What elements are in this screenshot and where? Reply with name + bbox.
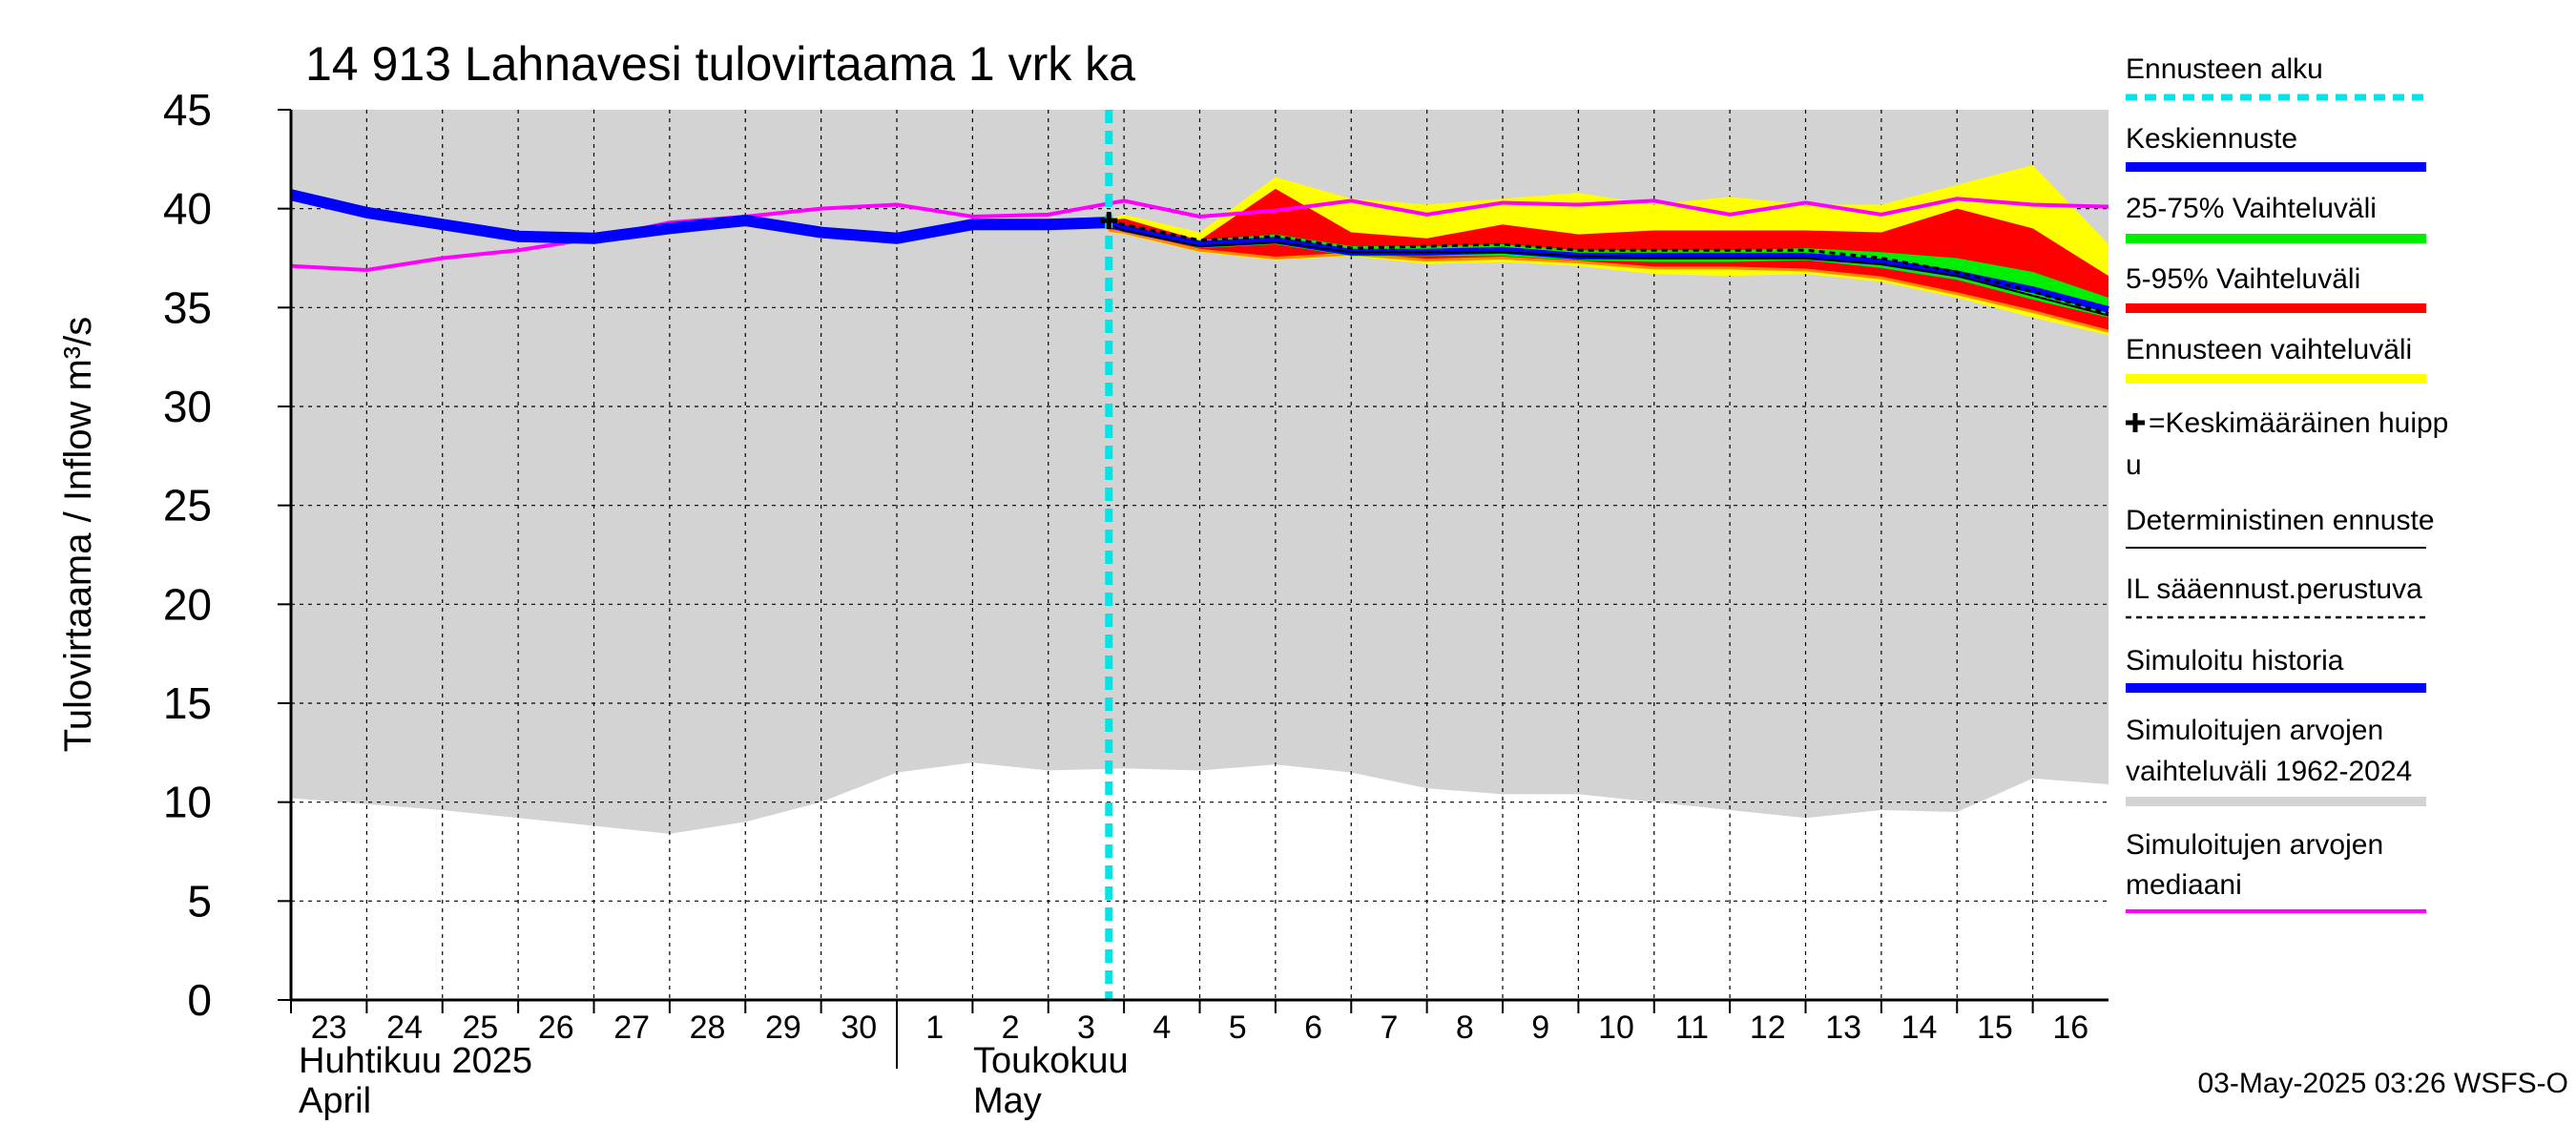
month-label-fi: Toukokuu	[973, 1041, 1129, 1081]
legend-item: Keskiennuste	[2126, 123, 2426, 172]
timestamp-footer: 03-May-2025 03:26 WSFS-O	[2198, 1068, 2569, 1099]
legend-label: 5-95% Vaihteluväli	[2126, 263, 2360, 295]
x-tick-label: 25	[463, 1010, 499, 1046]
y-tick-label: 30	[163, 382, 212, 431]
month-label-en: April	[299, 1081, 371, 1121]
legend-item: 5-95% Vaihteluväli	[2126, 263, 2426, 313]
x-tick-label: 7	[1380, 1010, 1398, 1046]
x-tick-label: 13	[1825, 1010, 1861, 1046]
x-tick-label: 1	[925, 1010, 944, 1046]
legend-item: IL sääennust.perustuva	[2126, 573, 2426, 619]
legend-label: Keskiennuste	[2126, 123, 2297, 155]
legend-label-line2: mediaani	[2126, 869, 2242, 901]
y-tick-label: 10	[163, 778, 212, 827]
deterministic-line	[1108, 223, 2109, 317]
legend-label: Ennusteen vaihteluväli	[2126, 334, 2412, 365]
legend-item: Deterministinen ennuste	[2126, 505, 2435, 549]
mean-peak-marker	[1100, 212, 1118, 230]
plot-area	[289, 110, 2109, 1000]
legend-item: Simuloitujen arvojen mediaani	[2126, 829, 2426, 913]
legend-label: Simuloitujen arvojen	[2126, 829, 2383, 861]
x-tick-label: 24	[386, 1010, 423, 1046]
x-tick-label: 9	[1531, 1010, 1549, 1046]
x-tick-label: 11	[1675, 1010, 1709, 1046]
p25-75-band	[1109, 222, 2109, 318]
y-tick-label: 0	[187, 975, 212, 1025]
legend-item: Simuloitujen arvojen vaihteluväli 1962-20…	[2126, 715, 2426, 806]
x-tick-label: 23	[311, 1010, 347, 1046]
x-tick-label: 29	[765, 1010, 801, 1046]
x-tick-label: 26	[538, 1010, 574, 1046]
y-tick-label: 15	[163, 678, 212, 728]
legend-label: Simuloitujen arvojen	[2126, 715, 2383, 746]
legend: Ennusteen alku Keskiennuste 25-75% Vaihtel…	[2126, 53, 2448, 913]
x-tick-label: 28	[690, 1010, 726, 1046]
chart-title: 14 913 Lahnavesi tulovirtaama 1 vrk ka	[305, 37, 1135, 91]
legend-item: Ennusteen vaihteluväli	[2126, 334, 2426, 384]
x-tick-label: 8	[1456, 1010, 1474, 1046]
legend-item: Ennusteen alku	[2126, 53, 2426, 101]
month-label-en: May	[973, 1081, 1042, 1121]
history-line	[289, 189, 1110, 244]
legend-item: 25-75% Vaihteluväli	[2126, 193, 2426, 243]
x-tick-label: 5	[1229, 1010, 1247, 1046]
p5-low-edge	[1109, 228, 2109, 333]
y-axis-label: Tulovirtaama / Inflow m³/s	[57, 317, 99, 752]
x-tick-label: 15	[1977, 1010, 2013, 1046]
month-label-fi: Huhtikuu 2025	[299, 1041, 532, 1081]
il-forecast-line	[1108, 219, 2109, 315]
x-tick-label: 3	[1077, 1010, 1095, 1046]
x-tick-label: 30	[841, 1010, 877, 1046]
x-tick-label: 27	[613, 1010, 650, 1046]
legend-item: Simuloitu historia	[2126, 645, 2426, 693]
y-tick-label: 40	[163, 184, 212, 234]
x-axis: 23 24 25 26 27 28 29 30 1 2 3 4 5 6 7 8 9 10 11 12 13 14 15 16H…	[290, 998, 2109, 1121]
legend-label: Simuloitu historia	[2126, 645, 2344, 677]
x-tick-label: 4	[1153, 1010, 1171, 1046]
legend-label: Ennusteen alku	[2126, 53, 2323, 85]
legend-label: 25-75% Vaihteluväli	[2126, 193, 2377, 224]
legend-label: =Keskimääräinen huipp	[2149, 407, 2448, 439]
y-tick-label: 25	[163, 481, 212, 531]
x-tick-label: 14	[1901, 1010, 1938, 1046]
y-axis: 0 5 10 15 20 25 30 35 40 45	[163, 85, 293, 1025]
x-tick-label: 16	[2052, 1010, 2088, 1046]
legend-label-line2: u	[2126, 449, 2142, 481]
legend-label: Deterministinen ennuste	[2126, 505, 2435, 536]
legend-plus-symbol	[2126, 413, 2145, 432]
y-tick-label: 35	[163, 282, 212, 332]
x-tick-label: 12	[1750, 1010, 1786, 1046]
legend-label: IL sääennust.perustuva	[2126, 573, 2422, 605]
y-tick-label: 45	[163, 85, 212, 135]
x-tick-label: 10	[1598, 1010, 1634, 1046]
x-tick-label: 2	[1002, 1010, 1020, 1046]
x-tick-label: 6	[1304, 1010, 1322, 1046]
y-tick-label: 5	[187, 876, 212, 926]
legend-label-line2: vaihteluväli 1962-2024	[2126, 756, 2412, 787]
y-tick-label: 20	[163, 579, 212, 629]
